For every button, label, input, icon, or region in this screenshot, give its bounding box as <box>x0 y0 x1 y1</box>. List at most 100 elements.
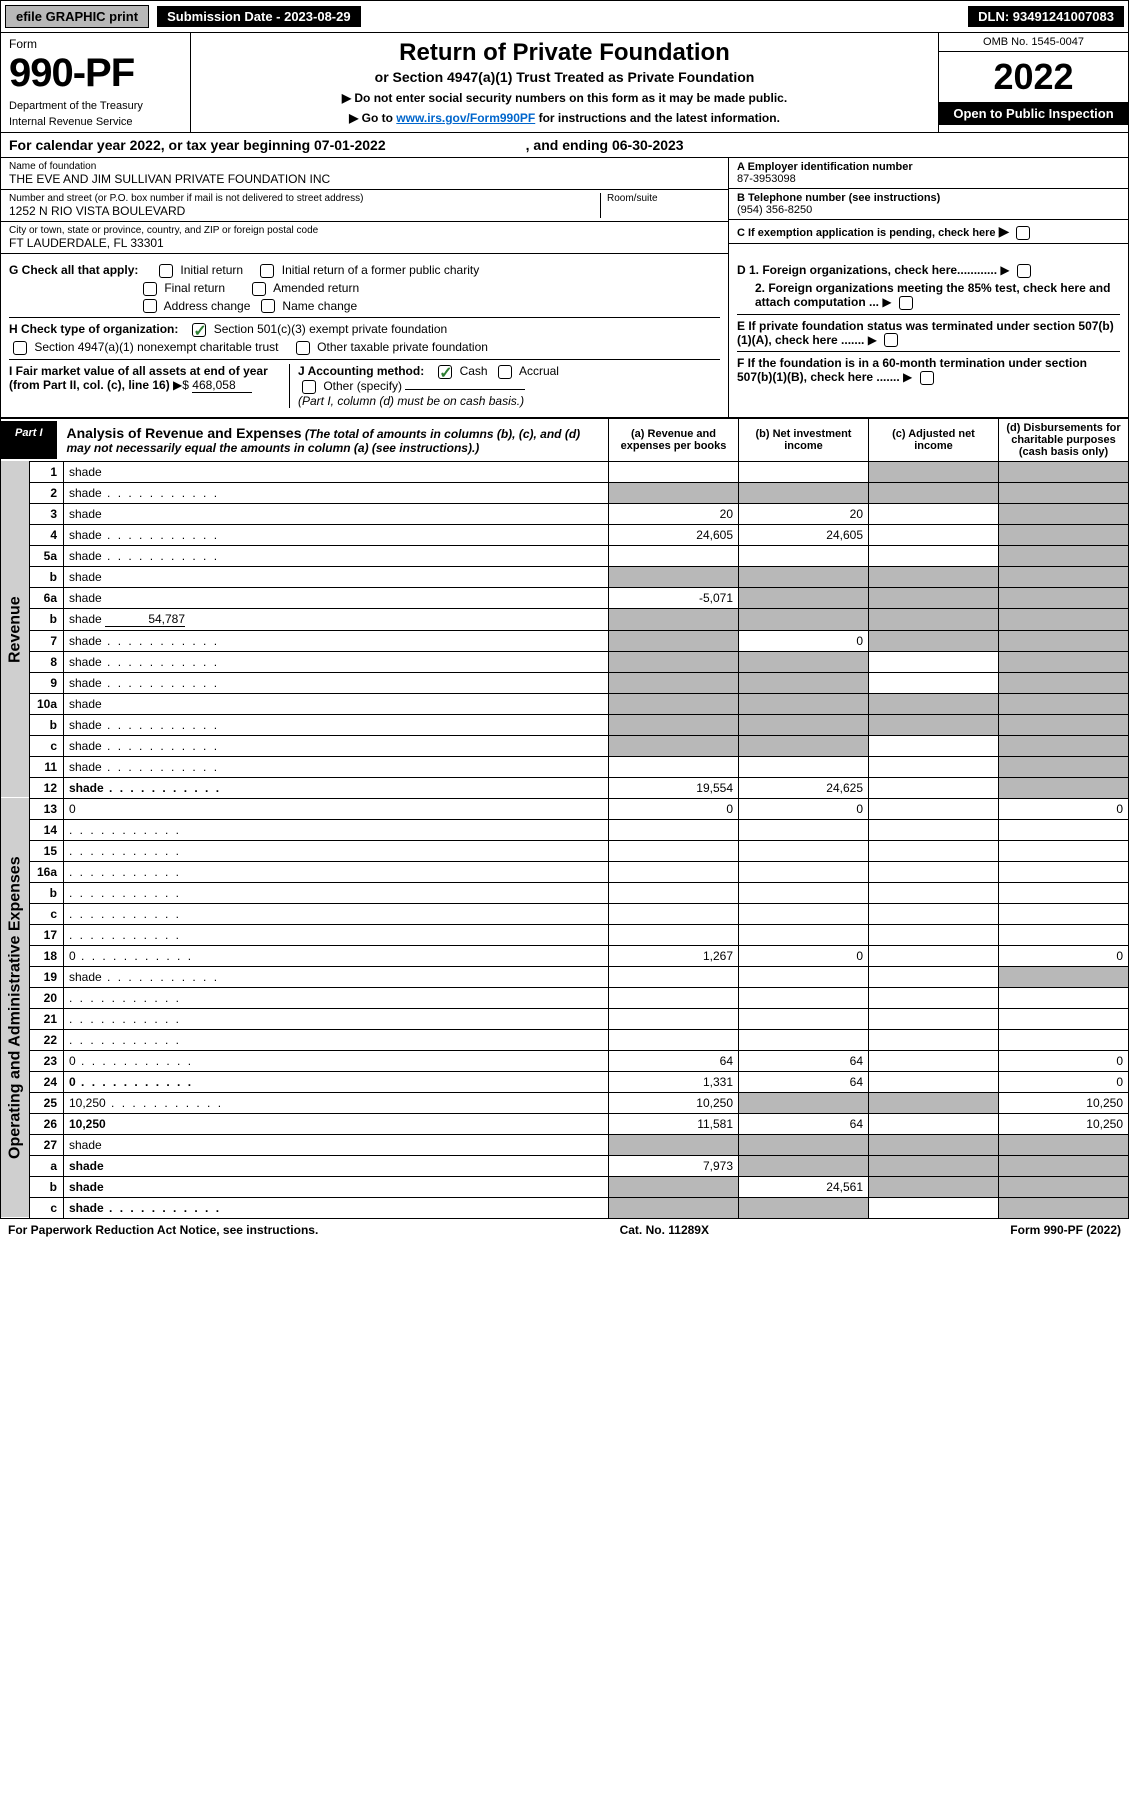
cell-amount <box>869 651 999 672</box>
cell-shaded <box>999 693 1129 714</box>
cell-amount <box>999 1008 1129 1029</box>
row-desc: shade <box>64 482 609 503</box>
f-checkbox[interactable] <box>920 371 934 385</box>
note-ssn: ▶ Do not enter social security numbers o… <box>201 91 928 105</box>
h-4947-checkbox[interactable] <box>13 341 27 355</box>
cell-amount <box>869 966 999 987</box>
cell-shaded <box>999 1134 1129 1155</box>
ein-label: A Employer identification number <box>737 161 913 173</box>
cell-shaded <box>869 693 999 714</box>
row-num: 10a <box>30 693 64 714</box>
part1-desc: Analysis of Revenue and Expenses (The to… <box>57 421 608 459</box>
row-num: 16a <box>30 861 64 882</box>
d2-checkbox[interactable] <box>899 296 913 310</box>
cell-shaded <box>739 1155 869 1176</box>
cell-shaded <box>999 482 1129 503</box>
table-row: 6ashade-5,071 <box>1 587 1129 608</box>
j-cash-checkbox[interactable] <box>438 365 452 379</box>
row-desc: shade <box>64 1176 609 1197</box>
cell-shaded <box>739 587 869 608</box>
cell-amount <box>869 945 999 966</box>
row-num: 15 <box>30 840 64 861</box>
row-desc <box>64 987 609 1008</box>
row-desc: shade <box>64 693 609 714</box>
table-row: Operating and Administrative Expenses130… <box>1 798 1129 819</box>
cell-amount: 0 <box>609 798 739 819</box>
d1-checkbox[interactable] <box>1017 264 1031 278</box>
cell-shaded <box>999 566 1129 587</box>
footer-mid: Cat. No. 11289X <box>620 1223 709 1237</box>
cell-shaded <box>999 756 1129 777</box>
row-desc: shade <box>64 714 609 735</box>
cell-amount <box>609 1008 739 1029</box>
dept: Department of the Treasury <box>9 100 182 112</box>
cell-amount <box>869 545 999 566</box>
row-num: 23 <box>30 1050 64 1071</box>
row-desc <box>64 1008 609 1029</box>
table-row: 15 <box>1 840 1129 861</box>
cell-amount <box>869 1113 999 1134</box>
cell-amount: 0 <box>999 945 1129 966</box>
cell-amount <box>609 861 739 882</box>
table-row: 5ashade <box>1 545 1129 566</box>
row-desc: shade <box>64 735 609 756</box>
g-initial-checkbox[interactable] <box>159 264 173 278</box>
form990pf-link[interactable]: www.irs.gov/Form990PF <box>396 111 535 125</box>
cell-amount <box>999 924 1129 945</box>
foundation-name: THE EVE AND JIM SULLIVAN PRIVATE FOUNDAT… <box>9 172 720 186</box>
d2-label: 2. Foreign organizations meeting the 85%… <box>755 281 1110 309</box>
c-checkbox[interactable] <box>1016 226 1030 240</box>
j-accrual-checkbox[interactable] <box>498 365 512 379</box>
cell-amount: 64 <box>739 1071 869 1092</box>
efile-button[interactable]: efile GRAPHIC print <box>5 5 149 28</box>
row-desc <box>64 819 609 840</box>
cell-shaded <box>869 1092 999 1113</box>
g-address-checkbox[interactable] <box>143 299 157 313</box>
cell-amount <box>869 777 999 798</box>
row-num: 7 <box>30 630 64 651</box>
g-initial-former-checkbox[interactable] <box>260 264 274 278</box>
cell-shaded <box>999 1197 1129 1218</box>
row-num: b <box>30 1176 64 1197</box>
g-final-checkbox[interactable] <box>143 282 157 296</box>
g-name-checkbox[interactable] <box>261 299 275 313</box>
cell-amount: 0 <box>999 1050 1129 1071</box>
row-num: 1 <box>30 461 64 482</box>
row-desc <box>64 924 609 945</box>
cell-shaded <box>609 672 739 693</box>
table-row: c <box>1 903 1129 924</box>
calyear-begin: For calendar year 2022, or tax year begi… <box>9 137 386 153</box>
j-other-checkbox[interactable] <box>302 380 316 394</box>
cell-amount <box>739 756 869 777</box>
cell-amount <box>609 461 739 482</box>
row-desc: shade <box>64 1134 609 1155</box>
cell-amount <box>869 819 999 840</box>
h-other-checkbox[interactable] <box>296 341 310 355</box>
g-amended-checkbox[interactable] <box>252 282 266 296</box>
city-label: City or town, state or province, country… <box>9 225 720 236</box>
h-501c3-checkbox[interactable] <box>192 323 206 337</box>
cell-shaded <box>739 482 869 503</box>
cell-shaded <box>999 524 1129 545</box>
row-num: 20 <box>30 987 64 1008</box>
cell-shaded <box>999 1155 1129 1176</box>
cell-amount <box>739 903 869 924</box>
part1-header-row: Part I Analysis of Revenue and Expenses … <box>1 418 1129 461</box>
row-desc: shade <box>64 503 609 524</box>
row-num: a <box>30 1155 64 1176</box>
e-label: E If private foundation status was termi… <box>737 319 1114 347</box>
e-checkbox[interactable] <box>884 333 898 347</box>
col-d: (d) Disbursements for charitable purpose… <box>999 418 1129 461</box>
cell-amount <box>999 882 1129 903</box>
table-row: 21 <box>1 1008 1129 1029</box>
cell-amount: 1,267 <box>609 945 739 966</box>
cell-amount <box>739 966 869 987</box>
row-num: 19 <box>30 966 64 987</box>
cell-shaded <box>999 630 1129 651</box>
table-row: 14 <box>1 819 1129 840</box>
cell-amount <box>609 987 739 1008</box>
part1-tag: Part I <box>1 421 57 459</box>
table-row: bshade <box>1 714 1129 735</box>
table-row: 23064640 <box>1 1050 1129 1071</box>
cell-amount <box>869 735 999 756</box>
